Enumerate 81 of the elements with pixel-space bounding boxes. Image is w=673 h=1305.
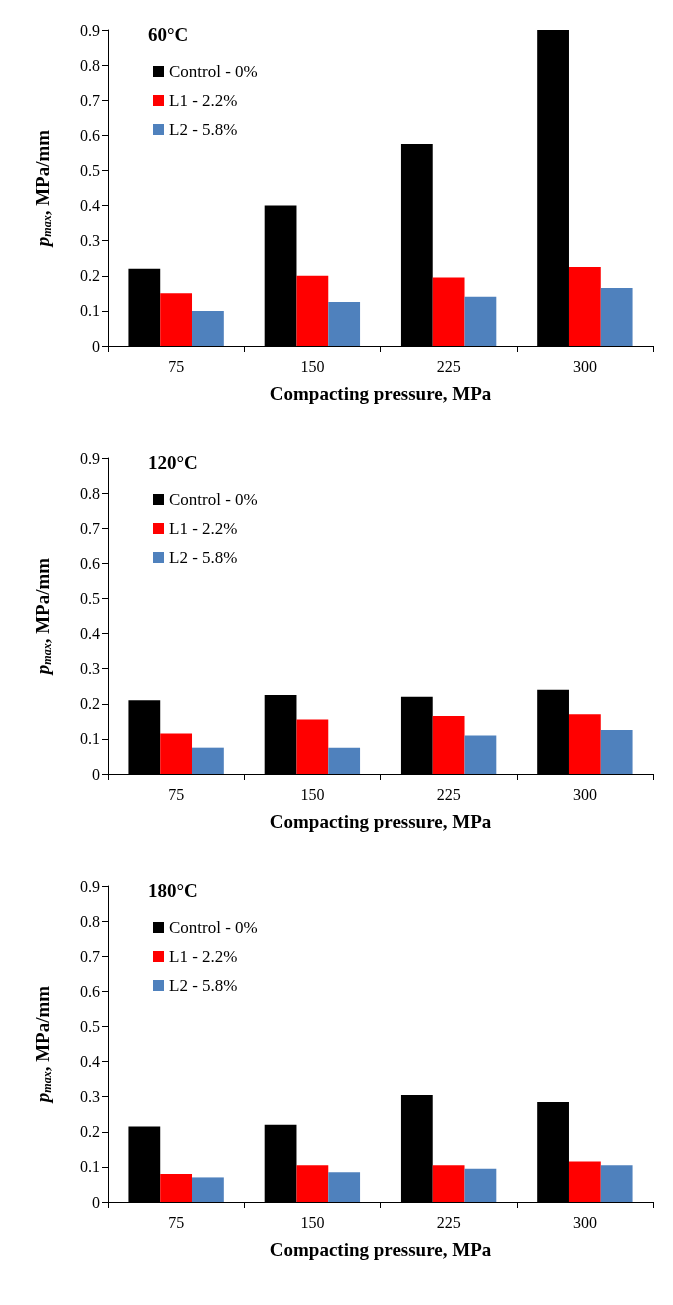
bar <box>296 275 329 346</box>
x-tick-label: 300 <box>572 785 597 803</box>
x-axis-title: Compacting pressure, MPa <box>269 1239 492 1260</box>
y-tick-label: 0.6 <box>80 554 100 572</box>
y-tick-label: 0.2 <box>80 695 100 713</box>
y-tick-label: 0.4 <box>80 197 100 215</box>
x-tick-label: 150 <box>300 357 325 375</box>
y-tick-label: 0.2 <box>80 267 100 285</box>
bar <box>328 747 361 774</box>
bar <box>600 1165 633 1202</box>
bar <box>192 310 224 346</box>
bar <box>296 719 329 774</box>
y-tick-label: 0 <box>92 765 100 783</box>
chart-title: 180°C <box>148 880 198 901</box>
y-tick-label: 0.7 <box>80 91 100 109</box>
bar <box>328 1172 361 1202</box>
y-tick-label: 0.9 <box>80 449 100 467</box>
bar <box>328 302 361 346</box>
y-tick-label: 0.5 <box>80 1017 100 1035</box>
bar <box>568 714 601 774</box>
bar <box>568 267 601 346</box>
x-tick-label: 75 <box>168 785 185 803</box>
y-tick-label: 0.4 <box>80 1053 100 1071</box>
bar <box>464 1168 497 1202</box>
y-tick-label: 0.7 <box>80 519 100 537</box>
y-tick-label: 0.3 <box>80 1088 100 1106</box>
legend-label: L1 - 2.2% <box>169 91 238 110</box>
bar <box>192 1177 224 1202</box>
y-tick-label: 0.7 <box>80 947 100 965</box>
y-tick-label: 0.6 <box>80 982 100 1000</box>
x-axis-title: Compacting pressure, MPa <box>269 811 492 832</box>
y-tick-label: 0.9 <box>80 21 100 39</box>
y-tick-label: 0.8 <box>80 56 100 74</box>
bar <box>192 747 224 774</box>
y-tick-label: 0.4 <box>80 625 100 643</box>
x-tick-label: 75 <box>168 357 185 375</box>
legend-label: Control - 0% <box>169 62 258 81</box>
bar <box>432 1165 465 1202</box>
y-tick-label: 0.3 <box>80 232 100 250</box>
y-tick-label: 0 <box>92 337 100 355</box>
x-axis-title: Compacting pressure, MPa <box>269 383 492 404</box>
x-tick-label: 75 <box>168 1213 185 1231</box>
legend-label: L2 - 5.8% <box>169 548 238 567</box>
x-tick-label: 300 <box>572 357 597 375</box>
chart-title: 60°C <box>148 24 189 45</box>
bar <box>160 293 193 346</box>
y-tick-label: 0.3 <box>80 660 100 678</box>
y-tick-label: 0.5 <box>80 589 100 607</box>
legend-label: Control - 0% <box>169 918 258 937</box>
legend-label: L2 - 5.8% <box>169 976 238 995</box>
y-tick-label: 0.2 <box>80 1123 100 1141</box>
x-tick-label: 150 <box>300 1213 325 1231</box>
legend-label: L1 - 2.2% <box>169 947 238 966</box>
y-tick-label: 0.8 <box>80 912 100 930</box>
y-tick-label: 0.6 <box>80 126 100 144</box>
x-tick-label: 225 <box>436 1213 461 1231</box>
bar <box>464 735 497 774</box>
y-tick-label: 0.5 <box>80 161 100 179</box>
legend-label: L1 - 2.2% <box>169 519 238 538</box>
bar <box>160 1173 193 1202</box>
bar <box>432 277 465 346</box>
y-tick-label: 0.8 <box>80 484 100 502</box>
x-tick-label: 150 <box>300 785 325 803</box>
x-tick-label: 300 <box>572 1213 597 1231</box>
bar <box>600 288 633 346</box>
x-tick-label: 225 <box>436 785 461 803</box>
y-tick-label: 0.1 <box>80 1158 100 1176</box>
bar <box>464 296 497 346</box>
y-tick-label: 0 <box>92 1193 100 1211</box>
bar <box>296 1165 329 1202</box>
chart-title: 120°C <box>148 452 198 473</box>
bar <box>568 1161 601 1202</box>
x-tick-label: 225 <box>436 357 461 375</box>
bar <box>160 733 193 774</box>
legend-label: Control - 0% <box>169 490 258 509</box>
y-tick-label: 0.1 <box>80 302 100 320</box>
legend-label: L2 - 5.8% <box>169 120 238 139</box>
y-tick-label: 0.1 <box>80 730 100 748</box>
y-tick-label: 0.9 <box>80 877 100 895</box>
bar <box>600 730 633 774</box>
bar <box>432 716 465 774</box>
